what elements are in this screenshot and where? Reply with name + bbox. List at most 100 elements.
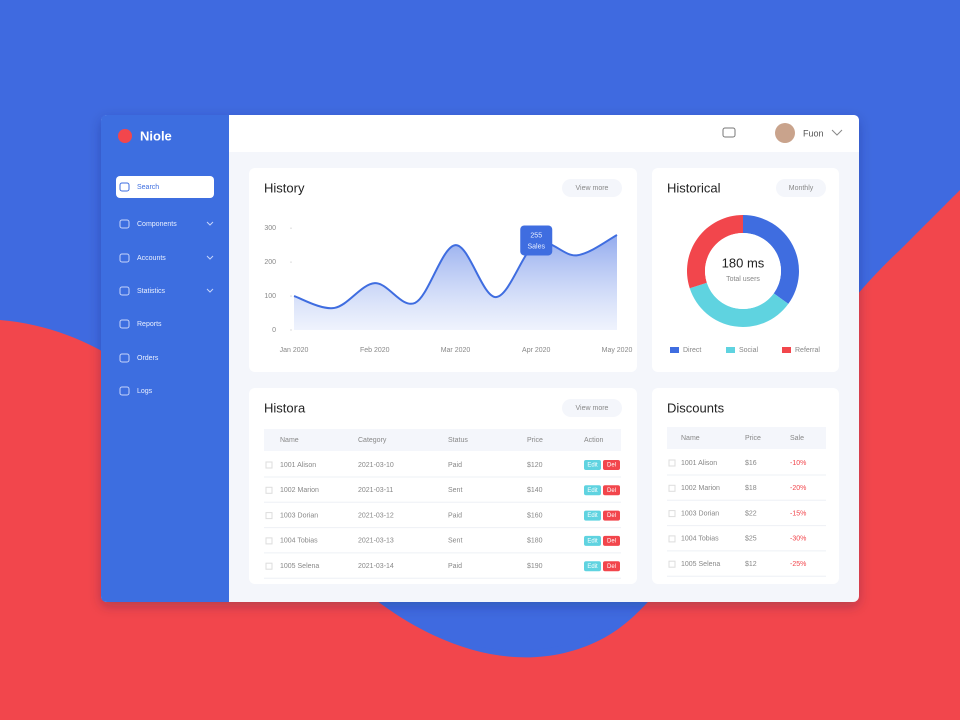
action-tag[interactable] [584, 510, 601, 521]
action-label[interactable]: Del [607, 463, 616, 469]
table-cell: Paid [448, 563, 462, 570]
menu-item[interactable]: Search [137, 184, 159, 191]
donut-segment [687, 215, 743, 289]
app-name: Niole [140, 128, 172, 143]
legend-swatch [782, 347, 791, 353]
row-checkbox[interactable] [668, 535, 676, 543]
panel-title: Historical [667, 180, 721, 195]
legend-label: Social [739, 347, 759, 354]
action-tag[interactable] [584, 561, 601, 572]
table-header [667, 427, 826, 449]
menu-item[interactable]: Orders [137, 355, 159, 362]
row-checkbox[interactable] [668, 484, 676, 492]
action-label[interactable]: Edit [587, 488, 598, 494]
tooltip [520, 225, 553, 256]
column-header: Name [280, 437, 299, 444]
panel-button[interactable] [562, 179, 622, 197]
table-cell: 1001 Alison [280, 462, 316, 469]
menu-icon [119, 253, 130, 263]
panel-button-label[interactable]: Monthly [789, 185, 814, 192]
panel-button-label[interactable]: View more [576, 405, 609, 412]
action-label[interactable]: Edit [587, 564, 598, 570]
table-cell: 2021-03-10 [358, 462, 394, 469]
column-header: Price [745, 435, 761, 442]
table-cell: 2021-03-12 [358, 512, 394, 519]
area-fill [294, 234, 617, 330]
action-label[interactable]: Edit [587, 463, 598, 469]
table-cell: 1005 Selena [280, 563, 319, 570]
action-tag[interactable] [584, 460, 601, 470]
column-header: Action [584, 437, 604, 444]
x-tick-label: May 2020 [602, 347, 633, 354]
panel-button[interactable] [776, 179, 826, 197]
action-label[interactable]: Edit [587, 538, 598, 544]
action-tag[interactable] [584, 535, 601, 546]
legend-label: Referral [795, 347, 820, 354]
table-cell: $12 [745, 561, 757, 568]
table-header [264, 429, 621, 451]
menu-icon [119, 353, 130, 363]
table-cell: Paid [448, 512, 462, 519]
action-label[interactable]: Del [607, 513, 616, 519]
column-header: Status [448, 437, 468, 444]
table-cell: -15% [790, 510, 806, 517]
avatar[interactable] [775, 123, 795, 143]
legend-swatch [726, 347, 735, 353]
panel-button-label[interactable]: View more [576, 185, 609, 192]
panel [249, 388, 637, 584]
area-chart: 0 100 200 300 Jan 2020 Feb 2020 Mar 2020 Apr 20… [264, 225, 632, 354]
menu-item[interactable]: Logs [137, 388, 153, 395]
table-cell: -10% [790, 460, 806, 467]
action-tag[interactable] [603, 535, 620, 546]
menu-icon [119, 286, 130, 296]
row-checkbox[interactable] [668, 510, 676, 518]
action-label[interactable]: Del [607, 564, 616, 570]
user-name[interactable]: Fuon [803, 128, 824, 138]
action-tag[interactable] [603, 510, 620, 521]
message-icon[interactable] [722, 127, 736, 138]
table-cell: 1003 Dorian [280, 512, 318, 519]
row-checkbox[interactable] [265, 486, 273, 494]
table-cell: $120 [527, 462, 543, 469]
action-tag[interactable] [584, 485, 601, 496]
row-checkbox[interactable] [265, 512, 273, 520]
column-header: Price [527, 437, 543, 444]
row-checkbox[interactable] [265, 537, 273, 545]
row-checkbox[interactable] [265, 562, 273, 570]
donut-hole [705, 233, 781, 309]
table-cell: Sent [448, 487, 462, 494]
x-tick-label: Mar 2020 [441, 347, 471, 354]
x-tick-label: Feb 2020 [360, 347, 390, 354]
menu-item[interactable]: Accounts [137, 255, 166, 262]
row-checkbox[interactable] [265, 461, 273, 469]
menu-chevron [206, 255, 214, 260]
table-cell: 1001 Alison [681, 460, 717, 467]
row-checkbox[interactable] [668, 459, 676, 467]
column-header: Category [358, 437, 387, 444]
table-cell: $18 [745, 485, 757, 492]
legend-swatch [670, 347, 679, 353]
menu-icon [119, 182, 130, 192]
menu-item[interactable]: Statistics [137, 288, 166, 295]
action-tag[interactable] [603, 561, 620, 572]
action-label[interactable]: Edit [587, 513, 598, 519]
action-tag[interactable] [603, 485, 620, 496]
action-label[interactable]: Del [607, 488, 616, 494]
table-cell: 2021-03-13 [358, 538, 394, 545]
donut-chart: Direct Social Referral 180 ms Total users [670, 215, 820, 354]
menu-icon [119, 319, 130, 329]
row-checkbox[interactable] [668, 560, 676, 568]
table-cell: $22 [745, 510, 757, 517]
menu-item[interactable]: Components [137, 221, 177, 228]
user-menu-chevron[interactable] [831, 129, 843, 136]
menu-item[interactable]: Reports [137, 321, 162, 328]
action-label[interactable]: Del [607, 538, 616, 544]
table-cell: $140 [527, 487, 543, 494]
menu-item-active[interactable] [116, 176, 214, 198]
donut-segment [743, 215, 800, 304]
column-header: Sale [790, 435, 804, 442]
panel-button[interactable] [562, 399, 622, 417]
action-tag[interactable] [603, 460, 620, 470]
